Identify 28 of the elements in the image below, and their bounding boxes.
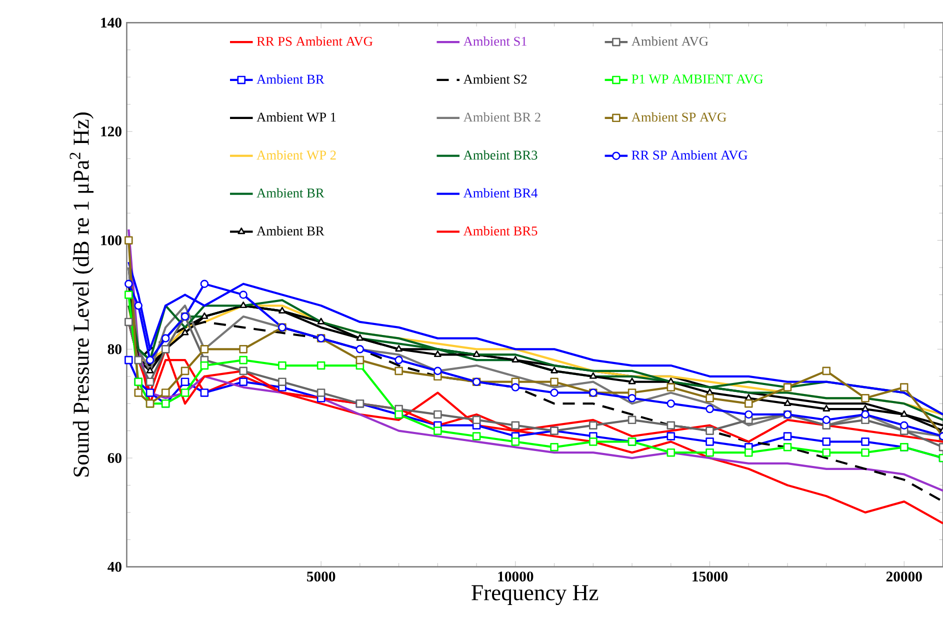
legend-label: Ambient BR5 (463, 226, 538, 236)
legend-label: Ambeint BR3 (463, 150, 538, 160)
legend-label: RR SP Ambient AVG (632, 150, 748, 160)
legend-label: Ambient BR (256, 188, 324, 198)
x-tick-label: 20000 (886, 572, 922, 582)
y-tick-label: 100 (101, 236, 122, 246)
y-tick-label: 140 (101, 18, 122, 28)
y-tick-label: 40 (108, 562, 122, 572)
x-tick-label: 5000 (306, 572, 336, 582)
legend-label: Ambient BR 2 (463, 112, 540, 122)
y-tick-label: 120 (101, 126, 122, 137)
legend-label: Ambient AVG (631, 36, 708, 46)
legend-label: Ambient S1 (463, 36, 527, 46)
x-tick-label: 15000 (692, 572, 728, 582)
x-axis-title: Frequency Hz (472, 586, 598, 606)
legend-label: Ambient BR (256, 226, 324, 236)
legend-label: Ambient SP AVG (631, 112, 726, 122)
legend-label: Ambient WP 2 (256, 150, 336, 160)
y-axis-title: Sound Pressure Level (dB re 1 μPa$^{2}$ Hz) (70, 112, 94, 477)
x-tick-label: 10000 (498, 572, 534, 582)
legend-label: Ambient S2 (463, 74, 527, 84)
legend-label: Ambient BR (256, 74, 324, 84)
y-tick-label: 80 (108, 344, 122, 354)
legend-label: Ambient WP 1 (256, 112, 336, 122)
legend-label: RR PS Ambient AVG (256, 36, 373, 46)
legend-label: P1 WP AMBIENT AVG (632, 74, 763, 84)
y-tick-label: 60 (108, 453, 122, 464)
legend-label: Ambient BR4 (463, 188, 538, 198)
